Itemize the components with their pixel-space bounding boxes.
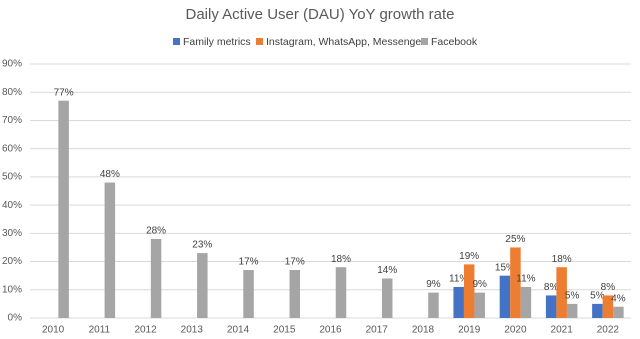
- bar: [499, 275, 511, 318]
- bar: [545, 295, 557, 318]
- x-tick-label: 2011: [89, 325, 111, 336]
- bar: [592, 303, 603, 318]
- data-label: 25%: [505, 234, 525, 245]
- bar: [510, 247, 521, 318]
- bar: [566, 303, 578, 318]
- x-tick-label: 2016: [319, 325, 342, 336]
- data-label: 28%: [146, 226, 166, 237]
- legend-label: Instagram, WhatsApp, Messenger: [266, 36, 425, 48]
- data-label: 11%: [449, 274, 468, 285]
- x-tick-label: 2013: [181, 325, 204, 336]
- x-tick-label: 2019: [458, 325, 481, 336]
- data-label: 17%: [285, 257, 305, 268]
- x-tick-label: 2022: [597, 325, 620, 336]
- x-tick-label: 2015: [273, 325, 296, 336]
- data-label: 11%: [516, 274, 535, 285]
- data-label: 9%: [426, 279, 441, 290]
- y-tick-label: 90%: [2, 59, 22, 70]
- data-label: 17%: [239, 257, 259, 268]
- legend-swatch: [173, 38, 180, 45]
- data-label: 4%: [611, 293, 626, 304]
- x-tick-label: 2017: [366, 325, 389, 336]
- data-label: 77%: [54, 87, 74, 98]
- x-tick-label: 2020: [504, 325, 527, 336]
- bar: [289, 270, 301, 318]
- legend-swatch: [256, 38, 263, 45]
- x-tick-label: 2014: [227, 325, 250, 336]
- y-tick-label: 60%: [2, 143, 22, 154]
- y-tick-label: 30%: [2, 228, 22, 239]
- y-tick-label: 80%: [2, 87, 22, 98]
- data-label: 18%: [331, 254, 351, 265]
- bar: [602, 295, 614, 318]
- legend-swatch: [421, 38, 428, 45]
- x-tick-label: 2010: [42, 325, 65, 336]
- y-tick-label: 20%: [2, 256, 22, 267]
- bar: [58, 100, 69, 318]
- legend-label: Facebook: [431, 36, 478, 48]
- x-tick-label: 2018: [412, 325, 435, 336]
- data-label: 18%: [552, 254, 572, 265]
- data-label: 9%: [472, 279, 487, 290]
- legend-label: Family metrics: [183, 36, 251, 48]
- bar: [474, 292, 485, 318]
- bar: [150, 238, 162, 318]
- x-tick-label: 2012: [134, 325, 157, 336]
- data-label: 23%: [192, 240, 212, 251]
- data-label: 5%: [590, 291, 605, 302]
- data-label: 8%: [544, 282, 559, 293]
- bar: [243, 270, 254, 318]
- data-label: 14%: [377, 265, 397, 276]
- bar: [463, 264, 475, 318]
- bar: [453, 286, 464, 318]
- bar: [197, 253, 208, 318]
- y-tick-label: 10%: [2, 284, 22, 295]
- y-tick-label: 40%: [2, 200, 22, 211]
- data-label: 15%: [495, 262, 515, 273]
- y-tick-label: 50%: [2, 172, 22, 183]
- chart-title: Daily Active User (DAU) YoY growth rate: [186, 6, 455, 23]
- data-label: 19%: [459, 251, 479, 262]
- bar: [381, 278, 393, 318]
- y-tick-label: 70%: [2, 115, 22, 126]
- data-label: 48%: [100, 169, 120, 180]
- bar: [428, 292, 439, 318]
- bar: [520, 286, 532, 318]
- bar: [613, 306, 624, 318]
- bar: [556, 267, 567, 318]
- bar: [104, 182, 116, 318]
- bar: [335, 267, 347, 318]
- y-tick-label: 0%: [8, 313, 23, 324]
- data-label: 8%: [601, 282, 616, 293]
- x-tick-label: 2021: [551, 325, 574, 336]
- data-label: 5%: [565, 291, 580, 302]
